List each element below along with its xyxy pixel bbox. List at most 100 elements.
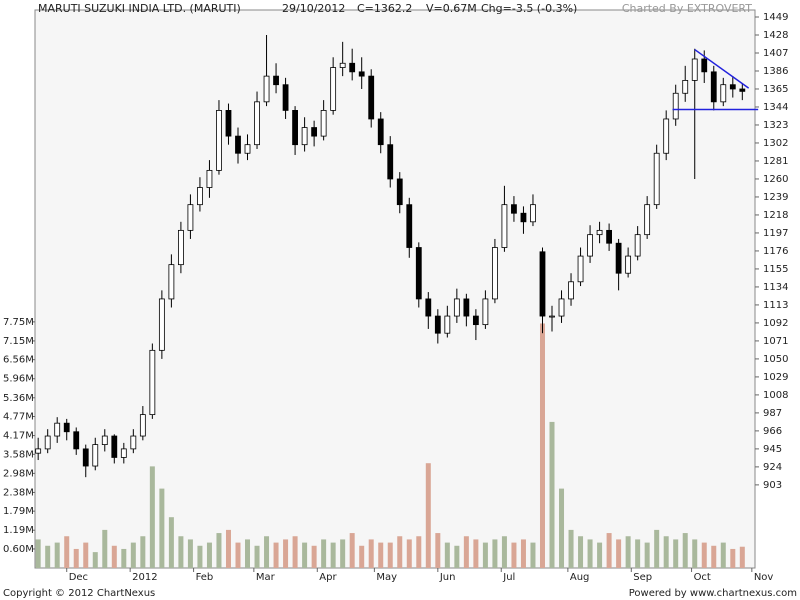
volume-bar xyxy=(45,545,51,568)
y-tick-label: 966 xyxy=(763,426,782,437)
x-tick-label: Aug xyxy=(570,572,590,583)
candle-body xyxy=(615,242,622,274)
y-tick-label: 1134 xyxy=(763,282,788,293)
volume-bar xyxy=(644,542,650,568)
candle-body xyxy=(44,435,51,450)
y-tick-label: 1239 xyxy=(763,192,788,203)
candle-body xyxy=(672,92,679,120)
volume-bar xyxy=(83,542,89,568)
y2-tick-label: 0.60M xyxy=(3,544,34,555)
x-tick-label: Jun xyxy=(439,572,456,583)
candle-body xyxy=(701,58,708,73)
candle-body xyxy=(587,234,593,257)
candle-body xyxy=(558,298,565,317)
volume-bar xyxy=(302,542,308,568)
volume-bar xyxy=(739,546,745,568)
y2-tick-label: 3.58M xyxy=(3,449,34,460)
volume-bar xyxy=(454,545,460,568)
volume-bar xyxy=(359,545,365,568)
y-tick-label: 1260 xyxy=(763,174,788,185)
y-tick-label: 1386 xyxy=(763,66,788,77)
candle-body xyxy=(492,247,498,300)
volume-bar xyxy=(463,536,469,568)
candle-body xyxy=(644,204,651,236)
candle-body xyxy=(197,187,203,206)
y-tick-label: 987 xyxy=(763,408,782,419)
volume-bar xyxy=(330,542,336,568)
candle-body xyxy=(453,298,460,317)
volume-bar xyxy=(720,542,726,568)
candle-body xyxy=(82,448,89,467)
candle-body xyxy=(111,435,118,458)
candle-body xyxy=(710,71,717,103)
y2-tick-label: 7.75M xyxy=(3,317,34,328)
y-tick-label: 1176 xyxy=(763,246,788,257)
volume-bar xyxy=(149,466,155,568)
candle-body xyxy=(225,110,232,137)
y-tick-label: 945 xyxy=(763,444,782,455)
candle-body xyxy=(539,251,546,317)
volume-bar xyxy=(264,536,270,568)
volume-bar xyxy=(673,539,679,568)
candle-body xyxy=(101,435,108,446)
credit: Charted By EXTROVERT xyxy=(622,2,752,15)
volume-bar xyxy=(492,539,498,568)
volume-bar xyxy=(340,539,346,568)
x-tick-label: 2012 xyxy=(132,572,157,583)
candle-body xyxy=(634,234,641,257)
volume-bar xyxy=(616,539,622,568)
volume-bar xyxy=(178,536,184,568)
candle-body xyxy=(149,349,156,416)
volume-bar xyxy=(321,539,327,568)
volume-bar xyxy=(283,539,289,568)
candle-body xyxy=(415,247,422,300)
volume-bar xyxy=(520,539,526,568)
volume-bar xyxy=(292,536,298,568)
x-tick-label: Jul xyxy=(502,572,515,583)
volume-bar xyxy=(235,542,241,568)
volume-bar xyxy=(197,545,203,568)
candle-body xyxy=(511,204,517,214)
candle-body xyxy=(178,229,184,266)
candle-body xyxy=(530,204,536,223)
volume-bar xyxy=(692,539,698,568)
candle-body xyxy=(739,88,746,92)
candle-body xyxy=(358,71,365,77)
volume-bar xyxy=(539,323,545,568)
x-tick-label: May xyxy=(376,572,397,583)
y-tick-label: 924 xyxy=(763,462,782,473)
volume-bar xyxy=(663,536,669,568)
y2-tick-label: 4.17M xyxy=(3,431,34,442)
volume-bar xyxy=(568,529,574,568)
y-tick-label: 903 xyxy=(763,480,782,491)
volume-bar xyxy=(187,539,193,568)
volume-bar xyxy=(625,536,631,568)
candle-body xyxy=(368,75,375,120)
candle-body xyxy=(216,110,222,171)
y-tick-label: 1449 xyxy=(763,12,788,23)
volume-bar xyxy=(140,536,146,568)
volume-bar xyxy=(216,533,222,568)
candle-body xyxy=(406,204,413,248)
volume-bar xyxy=(168,517,174,568)
volume-bar xyxy=(473,539,479,568)
candle-body xyxy=(625,255,632,274)
volume-bar xyxy=(444,542,450,568)
volume-bar xyxy=(482,542,488,568)
footer-right: Powered by www.chartnexus.com xyxy=(629,588,797,599)
candle-body xyxy=(63,422,70,433)
candle-body xyxy=(282,84,289,111)
x-tick-label: Sep xyxy=(633,572,652,583)
candle-body xyxy=(339,62,346,68)
header-close: C=1362.2 xyxy=(357,2,412,15)
plot-area xyxy=(34,9,756,569)
candle-body xyxy=(263,75,270,103)
volume-bar xyxy=(635,539,641,568)
volume-bar xyxy=(54,542,60,568)
candle-body xyxy=(682,80,689,94)
y-tick-label: 1344 xyxy=(763,102,788,113)
volume-bar xyxy=(130,542,136,568)
header-change: Chg=-3.5 (-0.3%) xyxy=(481,2,577,15)
candle-body xyxy=(549,315,555,318)
volume-bar xyxy=(435,533,441,568)
